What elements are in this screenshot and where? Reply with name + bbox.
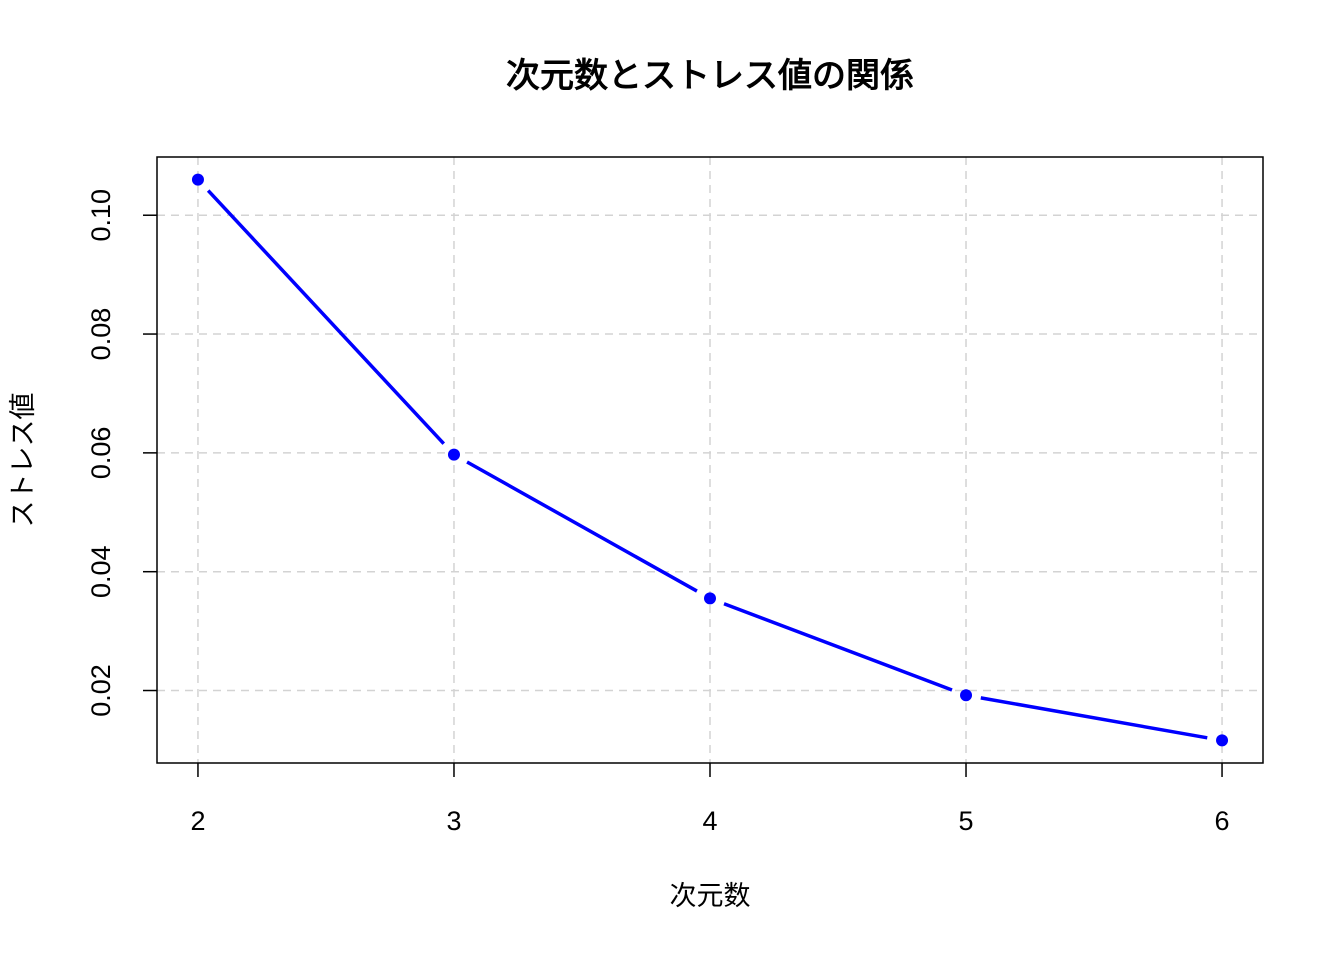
y-tick-label: 0.02 <box>86 664 116 717</box>
point <box>191 173 204 186</box>
x-tick-label: 4 <box>702 806 717 836</box>
line-segment <box>980 696 1208 740</box>
line-segment <box>723 602 953 692</box>
y-tick-label: 0.06 <box>86 427 116 480</box>
y-tick-label: 0.10 <box>86 189 116 242</box>
y-tick-label: 0.04 <box>86 545 116 598</box>
point <box>960 689 973 702</box>
x-axis-label: 次元数 <box>670 881 751 911</box>
y-axis-label: ストレス値 <box>8 393 38 528</box>
x-tick-label: 6 <box>1215 806 1230 836</box>
line-segment <box>466 460 698 593</box>
x-tick-label: 3 <box>446 806 461 836</box>
x-tick-label: 5 <box>959 806 974 836</box>
line-segment <box>206 189 446 445</box>
point <box>704 592 716 605</box>
plot-frame <box>156 156 1264 764</box>
point <box>447 448 460 461</box>
chart-title: 次元数とストレス値の関係 <box>506 57 914 95</box>
y-tick-label: 0.08 <box>86 308 116 361</box>
x-tick-label: 2 <box>190 806 205 836</box>
point <box>1216 734 1229 747</box>
